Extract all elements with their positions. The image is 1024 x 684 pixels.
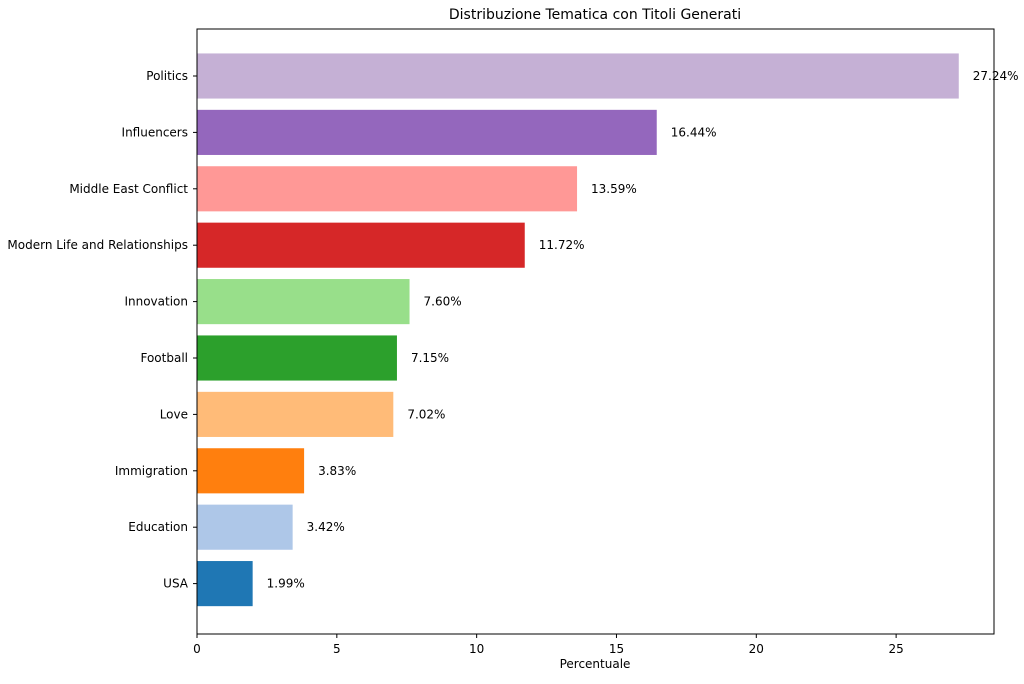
value-label: 27.24% (973, 69, 1019, 83)
x-tick-label: 5 (333, 642, 341, 656)
bar-love (197, 391, 394, 437)
bar-usa (197, 561, 253, 607)
x-tick-label: 0 (193, 642, 201, 656)
y-tick-label: Modern Life and Relationships (7, 238, 188, 252)
plot-frame (196, 28, 995, 635)
y-tick-label: Love (160, 407, 188, 421)
value-label: 7.60% (424, 295, 462, 309)
y-tick-label: USA (163, 577, 189, 591)
bar-politics (197, 53, 959, 99)
y-tick-label: Politics (146, 69, 188, 83)
x-tick-label: 10 (469, 642, 484, 656)
bar-modern-life-and-relationships (197, 222, 525, 268)
value-labels-group: 27.24% 16.44% 13.59% 11.72% 7.60% 7.15% 7.02% 3… (267, 69, 1019, 591)
y-axis: Politics Influencers Middle East Conflict M… (7, 69, 197, 591)
x-tick-label: 15 (609, 642, 624, 656)
bar-innovation (197, 279, 410, 325)
x-axis-label: Percentuale (560, 657, 631, 671)
y-tick-label: Immigration (115, 464, 188, 478)
value-label: 1.99% (267, 577, 305, 591)
x-tick-label: 25 (888, 642, 903, 656)
value-label: 7.02% (407, 407, 445, 421)
bar-education (197, 504, 293, 550)
y-tick-label: Innovation (124, 295, 188, 309)
bar-influencers (197, 109, 657, 155)
value-label: 13.59% (591, 182, 637, 196)
y-tick-label: Middle East Conflict (69, 182, 188, 196)
value-label: 3.83% (318, 464, 356, 478)
chart-title: Distribuzione Tematica con Titoli Genera… (449, 7, 741, 23)
value-label: 16.44% (671, 125, 717, 139)
value-label: 3.42% (307, 520, 345, 534)
y-tick-label: Football (140, 351, 188, 365)
x-axis: 0 5 10 15 20 25 (193, 634, 904, 656)
bar-middle-east-conflict (197, 166, 578, 212)
bars-group (197, 53, 959, 607)
y-tick-label: Education (128, 520, 188, 534)
y-tick-label: Influencers (122, 125, 188, 139)
bar-immigration (197, 448, 305, 494)
bar-football (197, 335, 397, 381)
value-label: 11.72% (539, 238, 585, 252)
x-tick-label: 20 (749, 642, 764, 656)
value-label: 7.15% (411, 351, 449, 365)
